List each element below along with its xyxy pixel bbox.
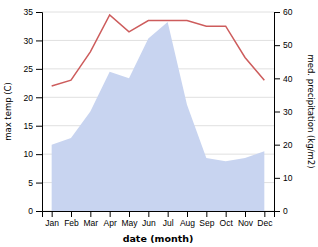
tick: 5 xyxy=(28,178,42,188)
tick-mark xyxy=(36,97,42,98)
tick: 20 xyxy=(274,140,293,150)
tick: Mar xyxy=(84,211,99,228)
tick-mark xyxy=(52,211,53,217)
tick: 30 xyxy=(274,107,293,117)
tick-label: 30 xyxy=(283,107,293,117)
area xyxy=(52,22,265,211)
tick-label: May xyxy=(121,218,138,228)
tick-label: Dec xyxy=(257,218,273,228)
tick-label: Aug xyxy=(180,218,195,228)
tick-mark xyxy=(274,45,280,46)
tick-label: Oct xyxy=(220,218,234,228)
tick-label: Jan xyxy=(45,218,59,228)
tick: 50 xyxy=(274,40,293,50)
grid xyxy=(42,12,274,211)
tick-label: Mar xyxy=(84,218,99,228)
tick: Feb xyxy=(64,211,79,228)
tick-label: 25 xyxy=(24,64,34,74)
x-axis-title: date (month) xyxy=(123,233,194,244)
tick: 0 xyxy=(28,206,42,216)
tick-mark xyxy=(274,112,280,113)
tick: Jan xyxy=(45,211,59,228)
tick-mark xyxy=(36,211,42,212)
y2-axis-title: med. precipitation (kg/m2) xyxy=(306,54,316,168)
tick-mark xyxy=(274,211,280,212)
y-axis-title: max temp (C) xyxy=(3,82,13,141)
tick-mark xyxy=(36,40,42,41)
tick-mark xyxy=(274,12,280,13)
axis-line xyxy=(36,13,43,212)
tick-label: 30 xyxy=(24,36,34,46)
tick-mark xyxy=(148,211,149,217)
tick: Apr xyxy=(104,211,117,228)
tick-mark xyxy=(245,211,246,217)
tick-mark xyxy=(36,154,42,155)
tick: Jun xyxy=(142,211,156,228)
tick-mark xyxy=(71,211,72,217)
tick: 0 xyxy=(274,206,288,216)
tick-mark xyxy=(110,211,111,217)
tick-label: Sep xyxy=(199,218,214,228)
tick-label: Feb xyxy=(64,218,79,228)
tick-label: 15 xyxy=(24,121,34,131)
tick-label: Apr xyxy=(104,218,117,228)
tick-mark xyxy=(168,211,169,217)
tick: 25 xyxy=(24,64,42,74)
tick: 10 xyxy=(24,149,42,159)
tick-mark xyxy=(90,211,91,217)
chart: Jan Feb Mar Apr May Jun Jul Aug Sep Oct NovDec 0 5 10… xyxy=(0,0,318,247)
tick-label: 10 xyxy=(24,149,34,159)
y-axis: 0 5 10 15 20 25 30 35 xyxy=(24,7,43,216)
tick: 35 xyxy=(24,7,42,17)
tick-label: 10 xyxy=(283,173,293,183)
tick-mark xyxy=(206,211,207,217)
tick-label: 60 xyxy=(283,7,293,17)
tick-label: 20 xyxy=(283,140,293,150)
tick-mark xyxy=(129,211,130,217)
axis-line xyxy=(43,212,275,218)
tick-label: Jul xyxy=(163,218,174,228)
tick-label: 35 xyxy=(24,7,34,17)
tick-label: 0 xyxy=(283,206,288,216)
tick: Nov xyxy=(238,211,254,228)
tick-mark xyxy=(274,178,280,179)
grid-line xyxy=(42,12,274,13)
tick: 60 xyxy=(274,7,293,17)
tick: Dec xyxy=(257,211,273,228)
tick: Aug xyxy=(180,211,195,228)
tick-mark xyxy=(36,183,42,184)
tick-label: 0 xyxy=(28,206,33,216)
axis-line xyxy=(275,13,281,212)
y2-axis: 0 10 20 30 40 50 60 xyxy=(274,7,293,216)
tick-label: 40 xyxy=(283,74,293,84)
tick: 10 xyxy=(274,173,293,183)
tick-label: 5 xyxy=(28,178,33,188)
line xyxy=(52,15,265,86)
marks xyxy=(52,15,265,211)
tick-label: Nov xyxy=(238,218,254,228)
tick: 15 xyxy=(24,121,42,131)
x-axis: Jan Feb Mar Apr May Jun Jul Aug Sep Oct NovDec xyxy=(43,211,275,228)
tick: Jul xyxy=(163,211,174,228)
tick: Sep xyxy=(199,211,214,228)
tick: May xyxy=(121,211,138,228)
tick-mark xyxy=(226,211,227,217)
tick-label: 50 xyxy=(283,40,293,50)
tick-mark xyxy=(274,78,280,79)
tick-mark xyxy=(274,145,280,146)
tick-mark xyxy=(36,12,42,13)
tick-mark xyxy=(36,69,42,70)
tick: 20 xyxy=(24,93,42,103)
tick-label: Jun xyxy=(142,218,156,228)
plot: Jan Feb Mar Apr May Jun Jul Aug Sep Oct NovDec 0 5 10… xyxy=(24,7,293,228)
tick-mark xyxy=(264,211,265,217)
tick: 40 xyxy=(274,74,293,84)
tick-label: 20 xyxy=(24,93,34,103)
tick: 30 xyxy=(24,36,42,46)
tick: Oct xyxy=(220,211,234,228)
tick-mark xyxy=(36,126,42,127)
tick-mark xyxy=(187,211,188,217)
